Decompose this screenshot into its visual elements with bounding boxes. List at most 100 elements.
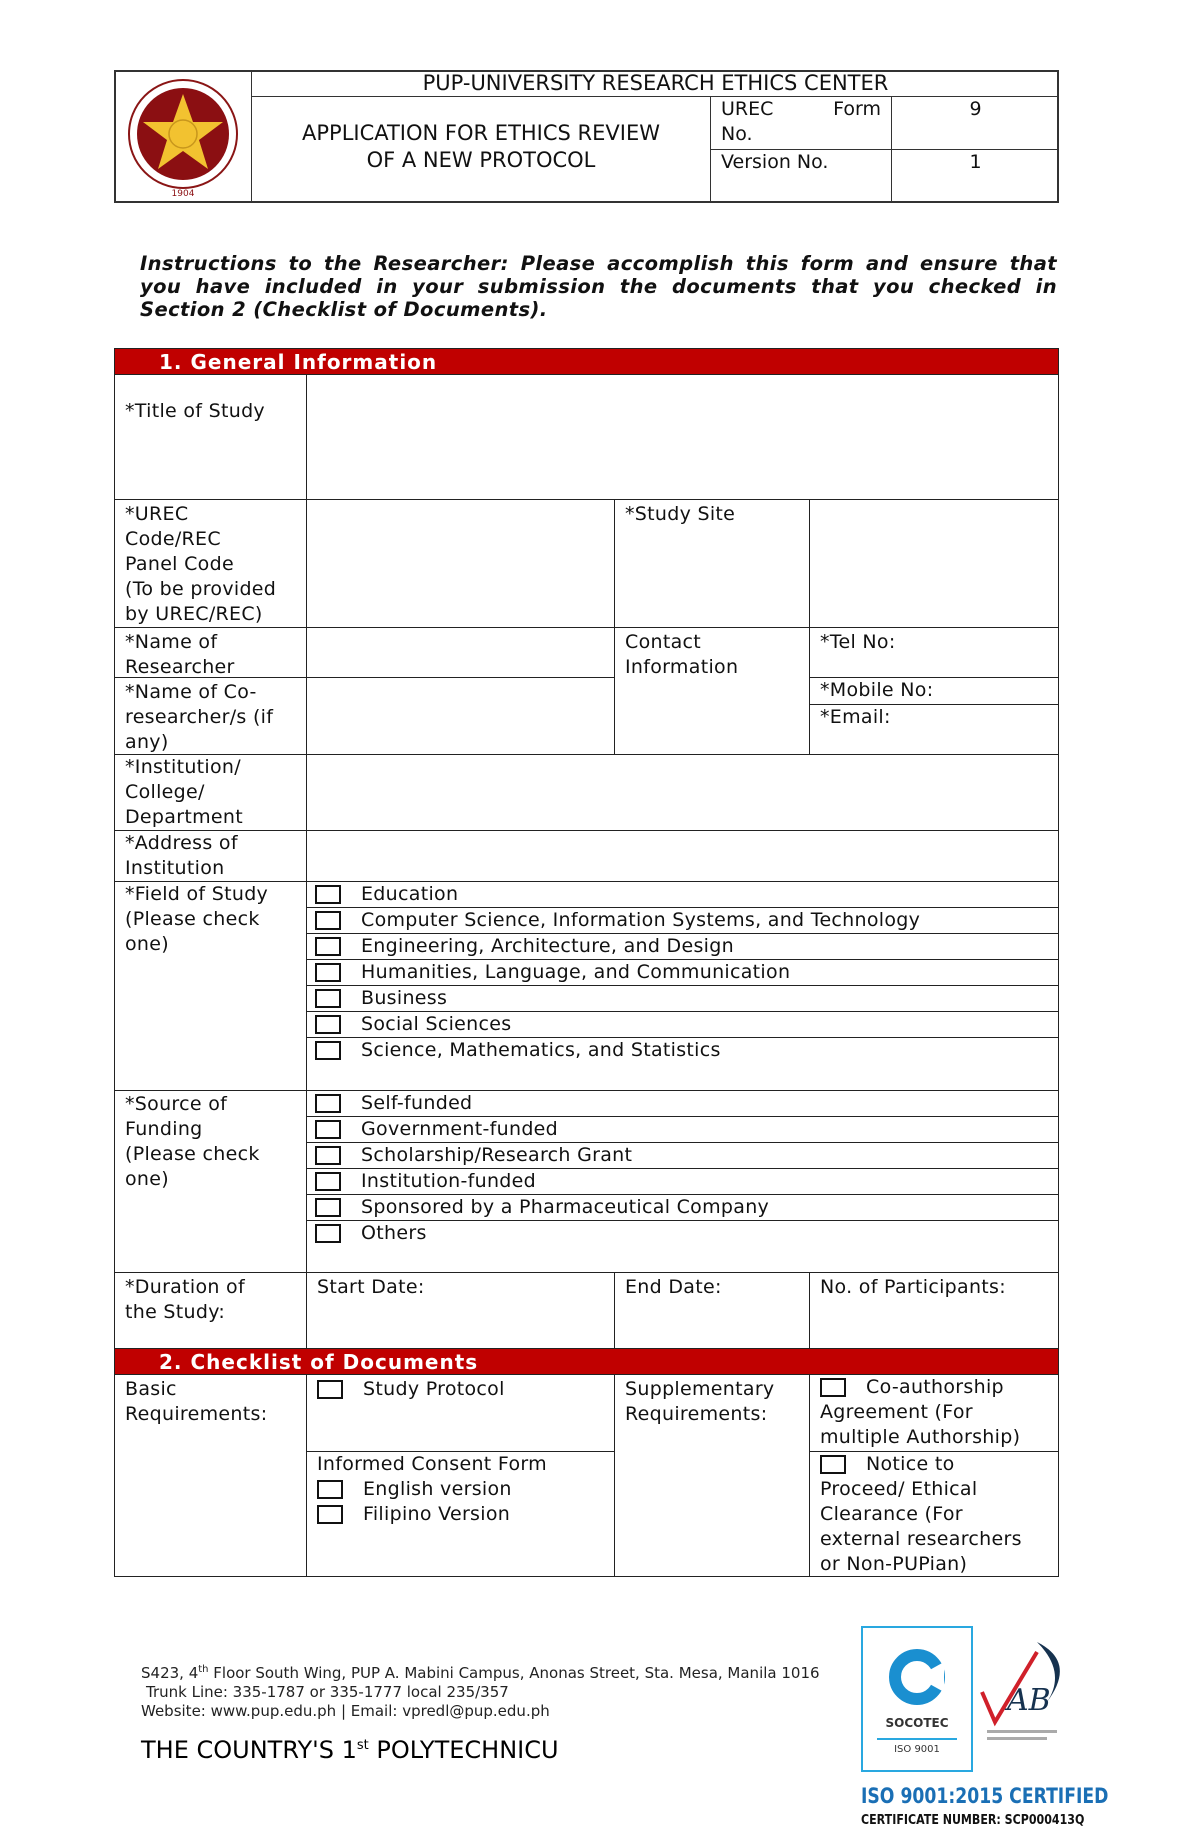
field-of-study-option-label: Engineering, Architecture, and Design: [361, 935, 734, 957]
option-line: Science, Mathematics, and Statistics: [315, 1038, 721, 1063]
field-of-study-checkbox[interactable]: [315, 989, 341, 1008]
certificate-number: CERTIFICATE NUMBER: SCP000413Q: [861, 1813, 1085, 1828]
funding-source-option[interactable]: Government-funded: [306, 1116, 1059, 1143]
funding-source-option[interactable]: Institution-funded: [306, 1168, 1059, 1195]
version-value: 1: [969, 151, 982, 173]
field-of-study-option[interactable]: Science, Mathematics, and Statistics: [306, 1037, 1059, 1064]
label-line: Proceed/ Ethical: [820, 1478, 978, 1500]
start-date-field[interactable]: Start Date:: [306, 1272, 615, 1349]
option-line: Social Sciences: [315, 1012, 511, 1037]
label-line: multiple Authorship): [820, 1426, 1021, 1448]
field-of-study-option[interactable]: Education: [306, 881, 1059, 908]
funding-source-option[interactable]: Sponsored by a Pharmaceutical Company: [306, 1194, 1059, 1221]
option-line: Institution-funded: [315, 1169, 536, 1194]
name-researcher-input[interactable]: [306, 627, 615, 678]
mobile-field[interactable]: *Mobile No:: [809, 677, 1059, 705]
supplementary-requirements-label: Supplementary Requirements:: [614, 1374, 810, 1577]
consent-form-label: Informed Consent Form: [317, 1453, 547, 1475]
funding-source-option[interactable]: Others: [306, 1220, 1059, 1247]
field-of-study-option[interactable]: Engineering, Architecture, and Design: [306, 933, 1059, 960]
label-line: Requirements:: [625, 1403, 768, 1425]
label-line: Supplementary: [625, 1378, 775, 1400]
label-line: *UREC: [125, 503, 189, 525]
field-of-study-checkbox[interactable]: [315, 1015, 341, 1034]
field-of-study-option[interactable]: Humanities, Language, and Communication: [306, 959, 1059, 986]
footer-trunk-line: Trunk Line: 335-1787 or 335-1777 local 2…: [146, 1683, 509, 1701]
study-site-text: *Study Site: [625, 503, 736, 525]
label-line: Funding: [125, 1118, 203, 1140]
field-of-study-checkbox[interactable]: [315, 937, 341, 956]
institution-input[interactable]: [306, 754, 1059, 831]
field-of-study-label: *Field of Study (Please check one): [114, 881, 307, 1091]
label-line: College/: [125, 781, 205, 803]
email-field[interactable]: *Email:: [809, 704, 1059, 755]
form-no-label-1: UREC: [721, 98, 774, 120]
field-of-study-option[interactable]: Computer Science, Information Systems, a…: [306, 907, 1059, 934]
study-protocol-checkbox[interactable]: [317, 1380, 343, 1399]
field-of-study-option[interactable]: Business: [306, 985, 1059, 1012]
funding-source-checkbox[interactable]: [315, 1120, 341, 1139]
english-version-checkbox[interactable]: [317, 1480, 343, 1499]
funding-source-checkbox[interactable]: [315, 1198, 341, 1217]
iso-certified: ISO 9001:2015 CERTIFIED: [861, 1784, 1109, 1808]
field-of-study-option[interactable]: Social Sciences: [306, 1011, 1059, 1038]
participants-field[interactable]: No. of Participants:: [809, 1272, 1059, 1349]
version-label: Version No.: [721, 151, 829, 173]
label-line: Agreement (For: [820, 1401, 973, 1423]
title-of-study-input[interactable]: [306, 374, 1059, 500]
coauthorship-checkbox[interactable]: [820, 1378, 846, 1397]
label-line: one): [125, 933, 169, 955]
study-site-input[interactable]: [809, 499, 1059, 628]
field-of-study-checkbox[interactable]: [315, 911, 341, 930]
consent-form-cell: Informed Consent Form English version Fi…: [306, 1451, 615, 1577]
footer-tagline: THE COUNTRY'S 1st POLYTECHNICU: [141, 1736, 559, 1764]
tagline-pre: THE COUNTRY'S 1: [141, 1736, 357, 1764]
label-line: Clearance (For: [820, 1503, 963, 1525]
urec-code-input[interactable]: [306, 499, 615, 628]
co-researcher-input[interactable]: [306, 677, 615, 755]
start-date-label: Start Date:: [317, 1276, 425, 1298]
filipino-version-checkbox[interactable]: [317, 1505, 343, 1524]
seal-year: 1904: [172, 189, 195, 199]
socotec-mark-icon: [889, 1649, 945, 1705]
urec-code-label: *UREC Code/REC Panel Code (To be provided by…: [114, 499, 307, 628]
address-post: Floor South Wing, PUP A. Mabini Campus, …: [208, 1664, 820, 1682]
funding-source-checkbox[interactable]: [315, 1224, 341, 1243]
funding-source-checkbox[interactable]: [315, 1172, 341, 1191]
option-line: Others: [315, 1221, 427, 1246]
label-line: *Duration of: [125, 1276, 245, 1298]
field-of-study-checkbox[interactable]: [315, 885, 341, 904]
address-label: *Address of Institution: [114, 830, 307, 882]
funding-source-option[interactable]: Self-funded: [306, 1090, 1059, 1117]
label-line: Researcher: [125, 656, 235, 678]
english-version-label: English version: [363, 1478, 512, 1500]
address-input[interactable]: [306, 830, 1059, 882]
end-date-field[interactable]: End Date:: [614, 1272, 810, 1349]
socotec-iso: ISO 9001: [894, 1744, 940, 1755]
funding-source-option-label: Institution-funded: [361, 1170, 536, 1192]
label-line: Co-authorship: [820, 1375, 1048, 1400]
email-label: *Email:: [820, 706, 891, 728]
address-sup: th: [198, 1664, 209, 1675]
section1-header: 1. General Information: [114, 348, 1059, 375]
label-line: Information: [625, 656, 739, 678]
form-no-label-cell: UREC Form No.: [711, 97, 892, 150]
option-line: Government-funded: [315, 1117, 558, 1142]
option-line: Business: [315, 986, 447, 1011]
label-line: Requirements:: [125, 1403, 268, 1425]
field-of-study-option-label: Humanities, Language, and Communication: [361, 961, 791, 983]
basic-requirements-label: Basic Requirements:: [114, 1374, 307, 1577]
funding-source-checkbox[interactable]: [315, 1146, 341, 1165]
tel-label: *Tel No:: [820, 631, 896, 653]
funding-source-checkbox[interactable]: [315, 1094, 341, 1113]
label-line: (Please check: [125, 908, 260, 930]
field-of-study-checkbox[interactable]: [315, 963, 341, 982]
field-of-study-checkbox[interactable]: [315, 1041, 341, 1060]
tel-field[interactable]: *Tel No:: [809, 627, 1059, 678]
funding-label: *Source of Funding (Please check one): [114, 1090, 307, 1273]
co-researcher-label: *Name of Co-researcher/s (if any): [114, 677, 307, 755]
notice-checkbox[interactable]: [820, 1455, 846, 1474]
option-line: Education: [315, 882, 458, 907]
funding-source-option[interactable]: Scholarship/Research Grant: [306, 1142, 1059, 1169]
pup-seal-logo: 1904: [128, 79, 238, 199]
